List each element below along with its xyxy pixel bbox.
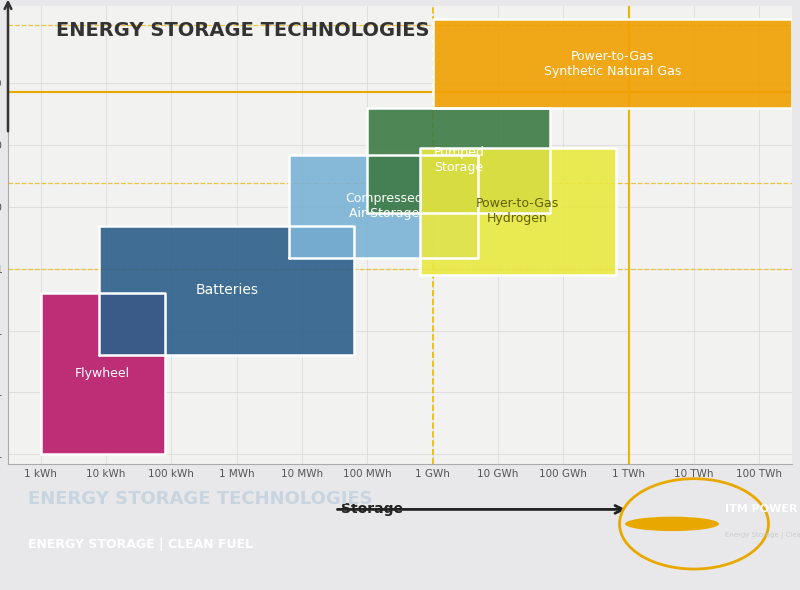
Text: Pumped
Storage: Pumped Storage [434, 146, 484, 175]
Text: Storage: Storage [341, 503, 403, 516]
Text: Batteries: Batteries [195, 283, 258, 297]
Text: Power-to-Gas
Synthetic Natural Gas: Power-to-Gas Synthetic Natural Gas [544, 50, 681, 77]
Text: ENERGY STORAGE TECHNOLOGIES: ENERGY STORAGE TECHNOLOGIES [56, 21, 430, 40]
Text: Power-to-Gas
Hydrogen: Power-to-Gas Hydrogen [476, 198, 559, 225]
Text: Energy Storage | Clean Fuel: Energy Storage | Clean Fuel [726, 532, 800, 539]
Text: Flywheel: Flywheel [75, 367, 130, 380]
Text: ENERGY STORAGE | CLEAN FUEL: ENERGY STORAGE | CLEAN FUEL [27, 538, 253, 551]
Circle shape [625, 517, 719, 531]
Text: ITM POWER: ITM POWER [726, 504, 798, 514]
Text: ENERGY STORAGE TECHNOLOGIES: ENERGY STORAGE TECHNOLOGIES [27, 490, 372, 508]
Text: Compressed
Air Storage: Compressed Air Storage [345, 192, 422, 220]
